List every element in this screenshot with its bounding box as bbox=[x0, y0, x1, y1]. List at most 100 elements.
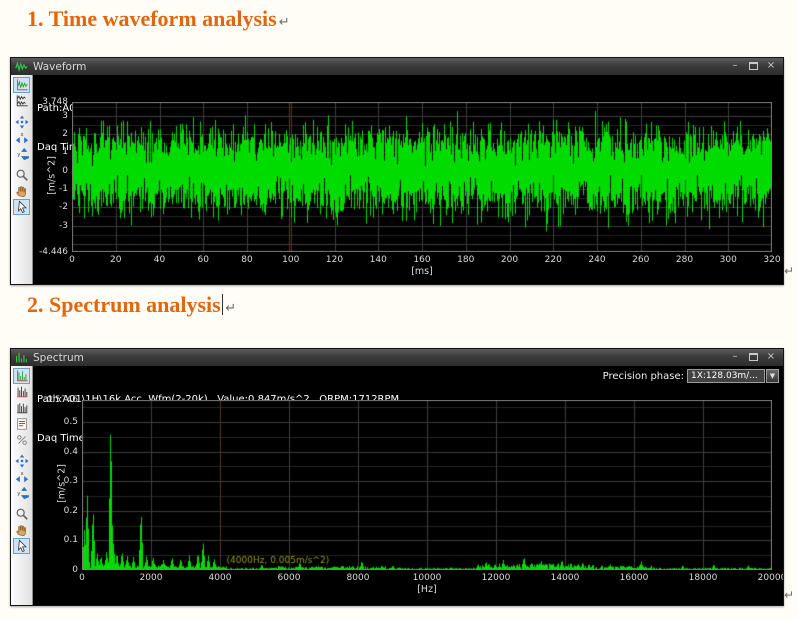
zoom-y-icon[interactable]: y bbox=[13, 146, 30, 162]
maximize-icon bbox=[748, 62, 758, 70]
waveform-titlebar[interactable]: Waveform – × bbox=[11, 58, 783, 75]
precision-phase-value[interactable]: 1X:128.03m/... bbox=[687, 369, 765, 383]
y-tick-label: 0.4 bbox=[63, 446, 78, 457]
multi-waveform-view-icon[interactable] bbox=[13, 93, 30, 109]
x-axis-label: [ms] bbox=[411, 266, 433, 277]
y-tick-label: 0.1 bbox=[63, 535, 78, 546]
x-tick-label: 140 bbox=[369, 255, 387, 265]
y-tick-label: -3 bbox=[59, 220, 68, 231]
spectrum-window-title: Spectrum bbox=[33, 351, 84, 364]
y-tick-label: 0.2 bbox=[63, 505, 78, 516]
x-tick-label: 10000 bbox=[412, 573, 442, 583]
x-tick-label: 40 bbox=[153, 255, 166, 265]
y-tick-label: 0 bbox=[62, 165, 68, 176]
x-tick-label: 4000 bbox=[208, 573, 232, 583]
y-tick-label: 0.3 bbox=[63, 476, 78, 487]
x-tick-label: 18000 bbox=[688, 573, 718, 583]
y-axis-label: [m/s^2] bbox=[56, 464, 68, 503]
heading-time-waveform-analysis: 1. Time waveform analysis ↵ bbox=[27, 6, 290, 32]
maximize-icon bbox=[748, 353, 758, 361]
paragraph-mark: ↵ bbox=[225, 301, 237, 316]
waveform-window-icon bbox=[15, 60, 28, 73]
svg-text:x: x bbox=[20, 132, 23, 138]
y-axis-label: [m/s^2] bbox=[46, 156, 58, 195]
magnifier-icon[interactable] bbox=[13, 506, 30, 522]
x-tick-label: 60 bbox=[197, 255, 209, 265]
waveform-plot-region: Path:A01\1H\16k Acc. Wfm(2-20k) Sensibil… bbox=[33, 75, 783, 284]
x-tick-label: 260 bbox=[632, 255, 650, 265]
magnifier-icon[interactable] bbox=[13, 167, 30, 183]
x-tick-label: 220 bbox=[544, 255, 562, 265]
hand-pan-icon[interactable] bbox=[13, 183, 30, 199]
minimize-button[interactable]: – bbox=[732, 60, 738, 71]
waveform-window-title: Waveform bbox=[33, 60, 87, 73]
y-tick-label: 2 bbox=[62, 128, 68, 139]
x-tick-label: 240 bbox=[588, 255, 606, 265]
heading1-text: 1. Time waveform analysis bbox=[27, 6, 277, 31]
spectrum-plot-region: Path:A01\1H\16k Acc. Wfm(2-20k) Value:0.… bbox=[33, 366, 783, 605]
spectrum-window: Spectrum – × xy Path:A01\1H\16k Acc. Wfm… bbox=[10, 348, 784, 606]
pan-icon[interactable] bbox=[13, 453, 30, 469]
y-tick-label: 3 bbox=[62, 110, 68, 121]
text-caret bbox=[221, 294, 224, 315]
x-tick-label: 16000 bbox=[619, 573, 649, 583]
y-tick-label: 0.5 bbox=[63, 417, 78, 428]
x-tick-label: 12000 bbox=[481, 573, 511, 583]
pan-icon[interactable] bbox=[13, 114, 30, 130]
spectrum-view-icon[interactable] bbox=[13, 368, 30, 384]
report-icon[interactable] bbox=[13, 416, 30, 432]
maximize-button[interactable] bbox=[745, 351, 761, 364]
y-tick-label: 3.748 bbox=[42, 97, 68, 107]
x-tick-label: 120 bbox=[325, 255, 344, 265]
zoom-y-icon[interactable]: y bbox=[13, 485, 30, 501]
sideband-cursor-icon[interactable] bbox=[13, 400, 30, 416]
heading-spectrum-analysis: 2. Spectrum analysis ↵ bbox=[27, 292, 236, 318]
x-tick-label: 200 bbox=[500, 255, 519, 265]
percent-scale-icon[interactable] bbox=[13, 432, 30, 448]
svg-text:x: x bbox=[20, 471, 23, 477]
waveform-window-body: xy Path:A01\1H\16k Acc. Wfm(2-20k) Sensi… bbox=[11, 75, 783, 284]
x-tick-label: 20 bbox=[110, 255, 122, 265]
heading2-text: 2. Spectrum analysis bbox=[27, 292, 221, 317]
x-tick-label: 300 bbox=[719, 255, 737, 265]
paragraph-mark: ↵ bbox=[784, 264, 795, 278]
y-tick-label: -4.446 bbox=[38, 247, 68, 257]
y-tick-label: 1 bbox=[62, 147, 68, 158]
spectrum-info-line1: Path:A01\1H\16k Acc. Wfm(2-20k) Value:0.… bbox=[37, 394, 399, 405]
y-tick-label: -1 bbox=[59, 183, 68, 194]
precision-phase-dropdown-arrow-icon[interactable]: ▼ bbox=[766, 369, 779, 383]
x-tick-label: 100 bbox=[282, 255, 300, 265]
waveform-window: Waveform – × xy Path:A01\1H\16k Acc. Wfm… bbox=[10, 57, 784, 285]
harmonic-cursor-icon[interactable] bbox=[13, 384, 30, 400]
waveform-plot-canvas[interactable] bbox=[72, 102, 772, 252]
x-tick-label: 8000 bbox=[346, 573, 370, 583]
maximize-button[interactable] bbox=[745, 60, 761, 73]
zoom-x-icon[interactable]: x bbox=[13, 469, 30, 485]
x-tick-label: 0 bbox=[69, 255, 75, 265]
x-tick-label: 320 bbox=[763, 255, 781, 265]
precision-phase-control: Precision phase: 1X:128.03m/... ▼ bbox=[603, 369, 779, 383]
x-tick-label: 160 bbox=[413, 255, 431, 265]
close-button[interactable]: × bbox=[766, 60, 776, 71]
select-cursor-icon[interactable] bbox=[13, 538, 30, 554]
svg-text:y: y bbox=[17, 491, 20, 497]
x-axis-label: [Hz] bbox=[417, 584, 437, 595]
spectrum-plot-canvas[interactable] bbox=[82, 400, 772, 570]
x-tick-label: 0 bbox=[79, 573, 85, 583]
hand-pan-icon[interactable] bbox=[13, 522, 30, 538]
spectrum-titlebar[interactable]: Spectrum – × bbox=[11, 349, 783, 366]
y-tick-label: 0.5746 bbox=[46, 395, 79, 405]
x-tick-label: 6000 bbox=[277, 573, 301, 583]
minimize-button[interactable]: – bbox=[732, 351, 738, 362]
zoom-x-icon[interactable]: x bbox=[13, 130, 30, 146]
y-tick-label: 0 bbox=[72, 565, 78, 575]
x-tick-label: 180 bbox=[457, 255, 475, 265]
select-cursor-icon[interactable] bbox=[13, 199, 30, 215]
single-waveform-view-icon[interactable] bbox=[13, 77, 30, 93]
close-button[interactable]: × bbox=[766, 351, 776, 362]
svg-text:y: y bbox=[17, 152, 20, 158]
x-tick-label: 280 bbox=[675, 255, 694, 265]
